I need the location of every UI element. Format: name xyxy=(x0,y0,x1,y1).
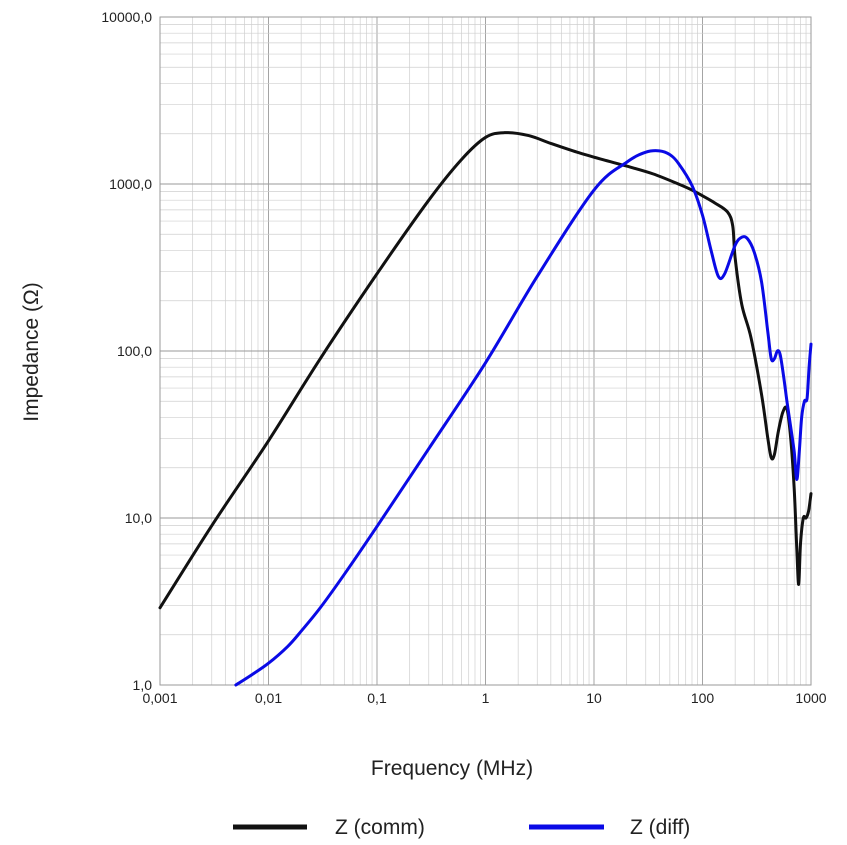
x-tick-label: 100 xyxy=(691,690,715,706)
series-line-z-diff xyxy=(234,149,813,687)
x-tick-label: 1000 xyxy=(795,690,826,706)
x-tick-label: 1 xyxy=(482,690,490,706)
y-tick-label: 1,0 xyxy=(133,677,153,693)
series-line-z-comm xyxy=(158,131,813,610)
y-tick-label: 100,0 xyxy=(117,343,152,359)
legend-label-z-comm: Z (comm) xyxy=(335,816,425,839)
x-tick-label: 10 xyxy=(586,690,602,706)
legend: Z (comm) Z (diff) xyxy=(233,816,690,839)
y-tick-label: 10,0 xyxy=(125,510,152,526)
y-tick-labels: 1,0 10,0 100,0 1000,0 10000,0 xyxy=(101,9,152,693)
x-tick-label: 0,001 xyxy=(142,690,177,706)
series-layer xyxy=(158,131,813,687)
y-tick-label: 10000,0 xyxy=(101,9,152,25)
x-tick-label: 0,01 xyxy=(255,690,282,706)
y-tick-label: 1000,0 xyxy=(109,176,152,192)
x-tick-label: 0,1 xyxy=(367,690,387,706)
legend-label-z-diff: Z (diff) xyxy=(630,816,690,839)
grid xyxy=(159,17,811,686)
y-axis-title: Impedance (Ω) xyxy=(20,282,43,421)
x-axis-title: Frequency (MHz) xyxy=(371,757,533,780)
x-tick-labels: 0,001 0,01 0,1 1 10 100 1000 xyxy=(142,690,826,706)
